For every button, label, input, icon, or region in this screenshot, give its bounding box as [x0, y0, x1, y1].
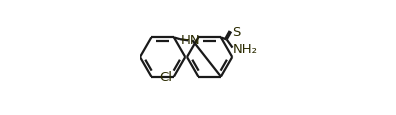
Text: S: S: [232, 26, 240, 38]
Text: NH₂: NH₂: [233, 42, 258, 55]
Text: Cl: Cl: [160, 70, 173, 83]
Text: HN: HN: [181, 34, 200, 47]
